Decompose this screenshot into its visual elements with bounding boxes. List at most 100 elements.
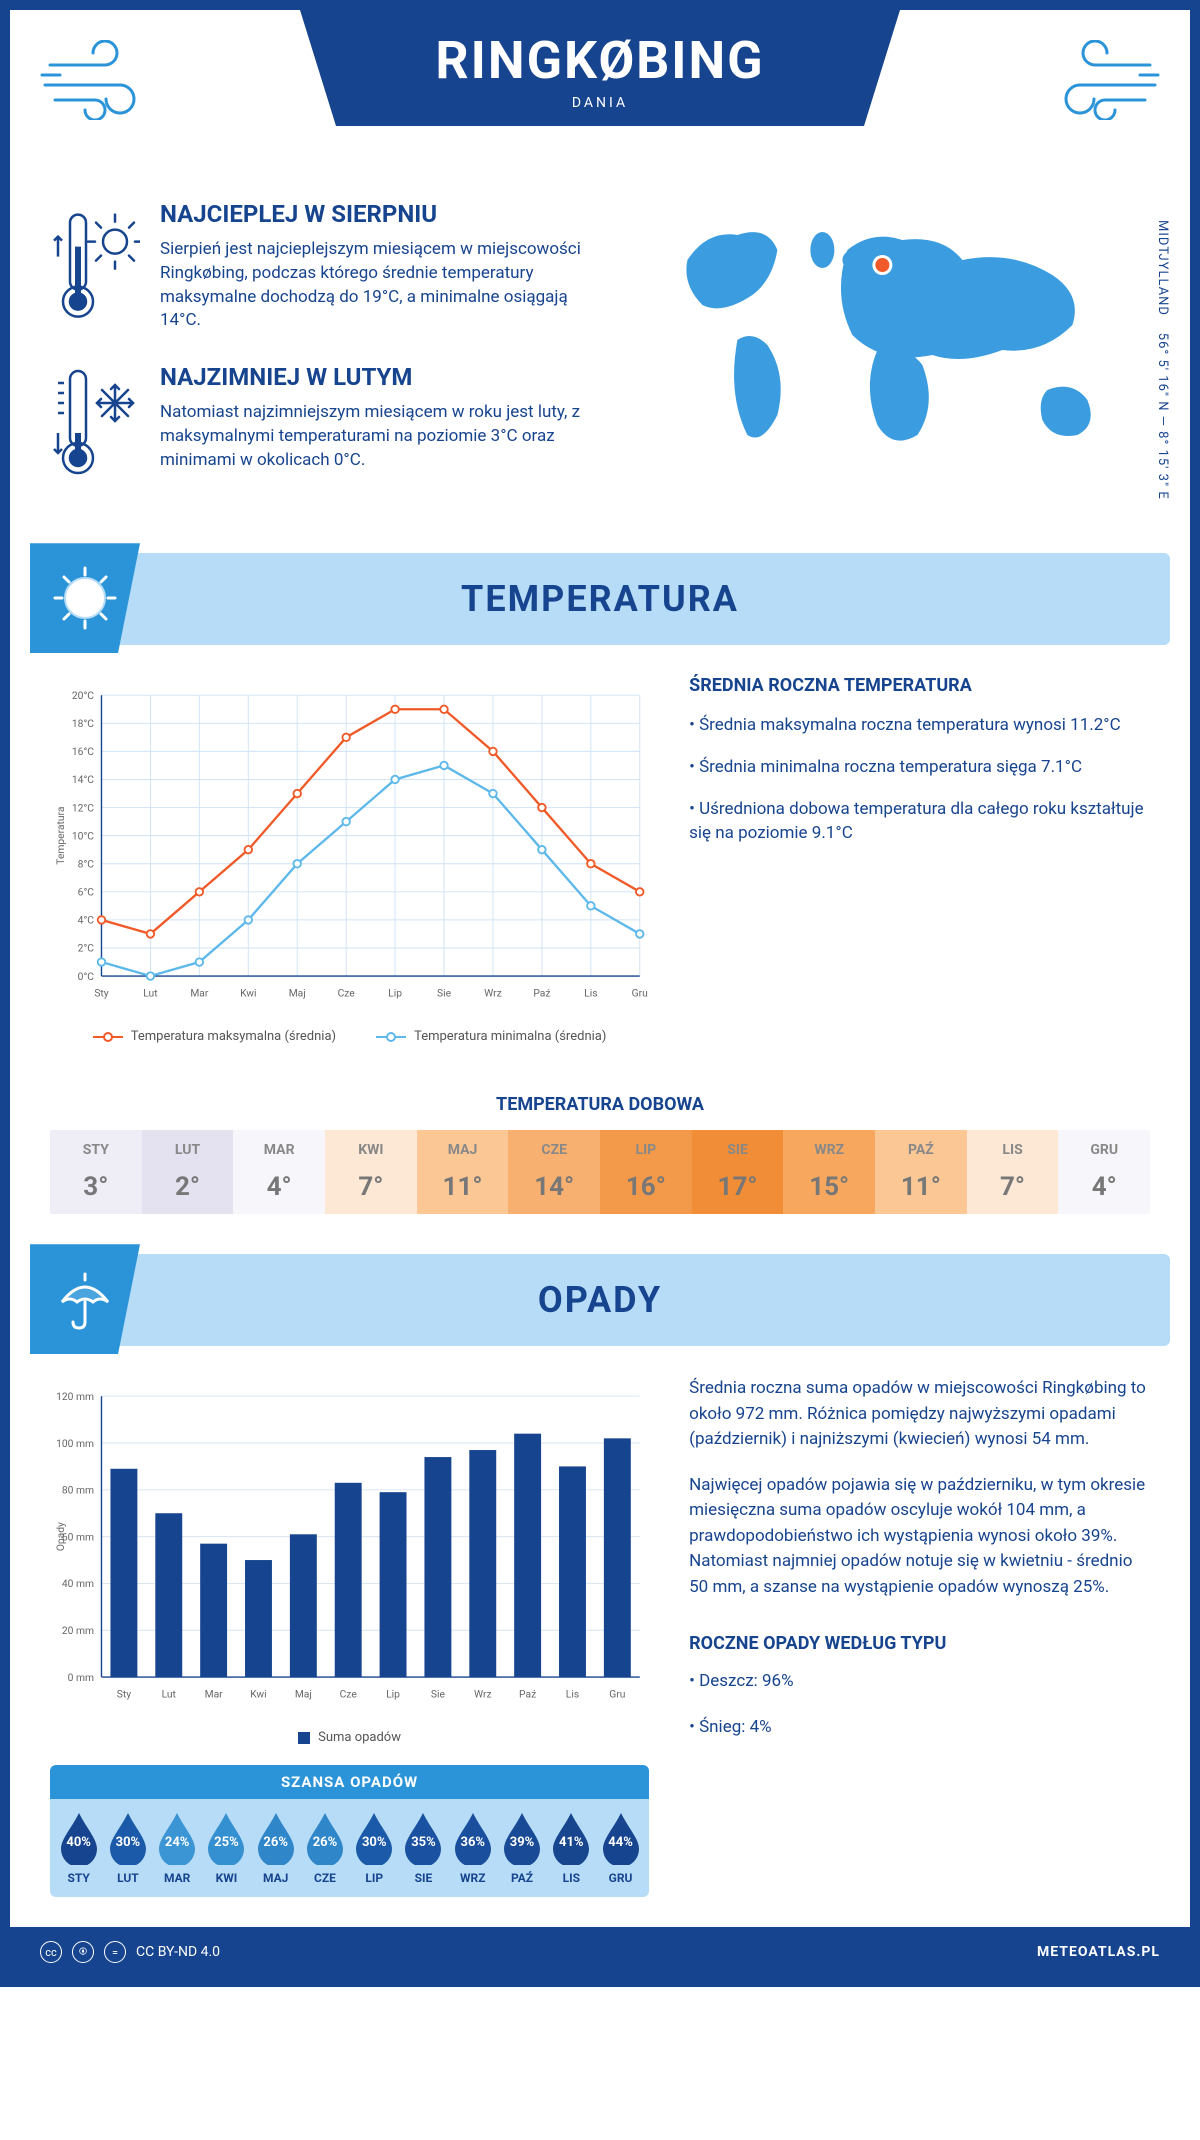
rain-chance-cell: 44% GRU bbox=[596, 1811, 645, 1885]
daily-temp-cell: WRZ 15° bbox=[783, 1130, 875, 1214]
svg-text:Wrz: Wrz bbox=[484, 987, 502, 1000]
svg-text:Sie: Sie bbox=[437, 987, 452, 1000]
temp-chart-legend: Temperatura maksymalna (średnia) Tempera… bbox=[50, 1029, 649, 1044]
rain-drop-month: WRZ bbox=[448, 1871, 497, 1885]
rain-drop-icon: 44% bbox=[599, 1811, 643, 1865]
precip-chart-legend: Suma opadów bbox=[50, 1730, 649, 1745]
svg-text:18°C: 18°C bbox=[72, 717, 94, 730]
rain-drop-pct: 30% bbox=[116, 1835, 141, 1850]
svg-text:12°C: 12°C bbox=[72, 801, 94, 814]
rain-drop-icon: 40% bbox=[57, 1811, 101, 1865]
fact-hot-text: Sierpień jest najcieplejszym miesiącem w… bbox=[160, 238, 605, 333]
rain-drop-month: KWI bbox=[202, 1871, 251, 1885]
daily-temp-cell: LIP16° bbox=[600, 1130, 692, 1214]
temp-bullet-3: • Uśredniona dobowa temperatura dla całe… bbox=[689, 798, 1150, 846]
rain-drop-pct: 26% bbox=[313, 1835, 338, 1850]
svg-text:Gru: Gru bbox=[609, 1688, 625, 1701]
rain-drop-pct: 36% bbox=[460, 1835, 485, 1850]
daily-temp-month: GRU bbox=[1058, 1142, 1150, 1158]
svg-text:Kwi: Kwi bbox=[250, 1688, 266, 1701]
daily-temp-value: 7° bbox=[325, 1172, 417, 1202]
rain-drop-pct: 41% bbox=[559, 1835, 584, 1850]
rain-chance-cell: 39% PAŹ bbox=[497, 1811, 546, 1885]
intro-section: NAJCIEPLEJ W SIERPNIU Sierpień jest najc… bbox=[10, 180, 1190, 553]
rain-chance-panel: SZANSA OPADÓW 40% STY 30% LUT 24% bbox=[50, 1765, 649, 1897]
daily-temp-cell: KWI 7° bbox=[325, 1130, 417, 1214]
svg-text:Kwi: Kwi bbox=[240, 987, 256, 1000]
svg-text:Wrz: Wrz bbox=[474, 1688, 492, 1701]
svg-text:Maj: Maj bbox=[289, 987, 306, 1000]
sun-icon bbox=[30, 543, 140, 653]
rain-chance-cell: 35% SIE bbox=[399, 1811, 448, 1885]
svg-text:Opady: Opady bbox=[54, 1522, 67, 1551]
header: RINGKØBING DANIA bbox=[10, 10, 1190, 180]
rain-drop-pct: 30% bbox=[362, 1835, 387, 1850]
svg-text:Gru: Gru bbox=[632, 987, 648, 1000]
svg-text:14°C: 14°C bbox=[72, 773, 94, 786]
daily-temp-month: LIS bbox=[967, 1142, 1059, 1158]
coordinates: MIDTJYLLAND 56° 5' 16" N — 8° 15' 3" E bbox=[1155, 220, 1170, 500]
section-opady-banner: OPADY bbox=[30, 1254, 1170, 1346]
rain-chance-cell: 30% LIP bbox=[350, 1811, 399, 1885]
daily-temp-title: TEMPERATURA DOBOWA bbox=[10, 1094, 1190, 1115]
daily-temp-table: STY3°LUT2°MAR4°KWI7°MAJ11°CZE14°LIP16°SI… bbox=[50, 1130, 1150, 1214]
svg-text:80 mm: 80 mm bbox=[62, 1484, 94, 1497]
daily-temp-cell: LIS 7° bbox=[967, 1130, 1059, 1214]
rain-drop-month: LIS bbox=[547, 1871, 596, 1885]
svg-text:Sty: Sty bbox=[117, 1688, 131, 1701]
rain-drop-month: LIP bbox=[350, 1871, 399, 1885]
svg-text:Cze: Cze bbox=[340, 1688, 358, 1701]
rain-chance-cell: 25% KWI bbox=[202, 1811, 251, 1885]
svg-text:8°C: 8°C bbox=[78, 858, 95, 871]
rain-drop-icon: 30% bbox=[352, 1811, 396, 1865]
daily-temp-value: 7° bbox=[967, 1172, 1059, 1202]
daily-temp-cell: SIE17° bbox=[692, 1130, 784, 1214]
fact-hot-title: NAJCIEPLEJ W SIERPNIU bbox=[160, 200, 605, 228]
daily-temp-value: 4° bbox=[1058, 1172, 1150, 1202]
daily-temp-month: WRZ bbox=[783, 1142, 875, 1158]
daily-temp-month: PAŹ bbox=[875, 1142, 967, 1158]
svg-text:10°C: 10°C bbox=[72, 830, 94, 843]
svg-text:40 mm: 40 mm bbox=[62, 1577, 94, 1590]
daily-temp-value: 15° bbox=[783, 1172, 875, 1202]
rain-drop-month: GRU bbox=[596, 1871, 645, 1885]
daily-temp-cell: MAR4° bbox=[233, 1130, 325, 1214]
rain-drop-icon: 24% bbox=[155, 1811, 199, 1865]
svg-text:Lip: Lip bbox=[386, 1688, 400, 1701]
rain-drop-month: MAJ bbox=[251, 1871, 300, 1885]
rain-drop-icon: 41% bbox=[549, 1811, 593, 1865]
rain-drop-pct: 44% bbox=[608, 1835, 633, 1850]
wind-icon-right bbox=[1040, 40, 1160, 120]
daily-temp-month: KWI bbox=[325, 1142, 417, 1158]
svg-text:Maj: Maj bbox=[295, 1688, 312, 1701]
fact-hot: NAJCIEPLEJ W SIERPNIU Sierpień jest najc… bbox=[50, 200, 605, 333]
temp-bullet-1: • Średnia maksymalna roczna temperatura … bbox=[689, 714, 1150, 738]
svg-text:Lip: Lip bbox=[388, 987, 402, 1000]
rain-drop-icon: 26% bbox=[303, 1811, 347, 1865]
daily-temp-value: 14° bbox=[508, 1172, 600, 1202]
rain-drop-month: LUT bbox=[103, 1871, 152, 1885]
precip-p2: Najwięcej opadów pojawia się w październ… bbox=[689, 1473, 1150, 1601]
svg-text:120 mm: 120 mm bbox=[56, 1390, 94, 1403]
by-icon: 🅯 bbox=[72, 1941, 94, 1963]
daily-temp-month: LUT bbox=[142, 1142, 234, 1158]
daily-temp-month: MAR bbox=[233, 1142, 325, 1158]
temperature-section: 0°C2°C4°C6°C8°C10°C12°C14°C16°C18°C20°CS… bbox=[10, 645, 1190, 1074]
rain-drop-month: PAŹ bbox=[497, 1871, 546, 1885]
rain-drop-icon: 25% bbox=[204, 1811, 248, 1865]
svg-text:Lis: Lis bbox=[584, 987, 597, 1000]
rain-drop-pct: 40% bbox=[66, 1835, 91, 1850]
svg-text:Mar: Mar bbox=[190, 987, 209, 1000]
svg-text:Paź: Paź bbox=[519, 1688, 536, 1701]
rain-drop-month: STY bbox=[54, 1871, 103, 1885]
daily-temp-month: CZE bbox=[508, 1142, 600, 1158]
svg-text:Sty: Sty bbox=[94, 987, 108, 1000]
title-banner: RINGKØBING DANIA bbox=[300, 10, 900, 126]
svg-text:100 mm: 100 mm bbox=[56, 1437, 94, 1450]
rain-drop-icon: 39% bbox=[500, 1811, 544, 1865]
daily-temp-cell: PAŹ11° bbox=[875, 1130, 967, 1214]
svg-text:Sie: Sie bbox=[431, 1688, 446, 1701]
wind-icon-left bbox=[40, 40, 160, 120]
daily-temp-month: SIE bbox=[692, 1142, 784, 1158]
thermometer-cold-icon bbox=[50, 363, 140, 483]
